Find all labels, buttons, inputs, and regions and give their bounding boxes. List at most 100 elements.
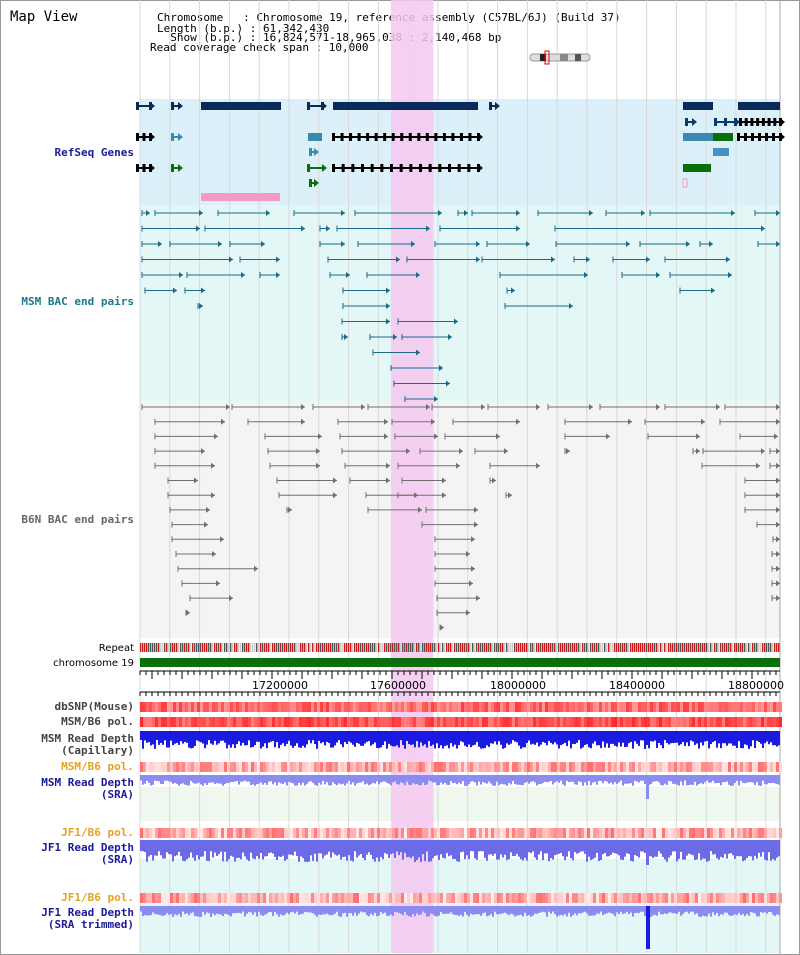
- depth-bar: [340, 906, 342, 917]
- msm-bac-track[interactable]: [141, 210, 780, 402]
- depth-bar: [278, 731, 280, 749]
- depth-bar: [578, 840, 580, 853]
- depth-bar: [650, 906, 652, 917]
- heat-cell: [743, 717, 746, 727]
- heat-cell: [245, 893, 248, 903]
- heat-cell: [455, 762, 458, 772]
- heat-cell: [638, 762, 641, 772]
- depth-bar: [584, 731, 586, 746]
- bac-end-arrow: [476, 241, 480, 247]
- depth-bar: [758, 731, 760, 743]
- depth-bar: [180, 775, 182, 784]
- depth-bar: [280, 731, 282, 745]
- depth-bar: [738, 906, 740, 913]
- heat-cell: [149, 702, 152, 712]
- depth-bar: [448, 731, 450, 749]
- depth-bar: [712, 840, 714, 855]
- depth-bar: [556, 731, 558, 745]
- repeat-element: [480, 643, 482, 652]
- depth-bar: [242, 840, 244, 853]
- depth-bar: [636, 731, 638, 744]
- depth-bar: [678, 906, 680, 912]
- depth-bar: [470, 840, 472, 852]
- depth-bar: [698, 775, 700, 785]
- depth-bar: [526, 775, 528, 782]
- heat-cell: [695, 828, 698, 838]
- bac-end-arrow: [504, 448, 508, 455]
- depth-bar: [520, 731, 522, 749]
- depth-bar: [552, 775, 554, 785]
- gene-exon: [756, 118, 760, 126]
- depth-bar: [576, 775, 578, 785]
- depth-bar: [618, 775, 620, 783]
- depth-bar: [374, 840, 376, 862]
- heat-cell: [602, 893, 605, 903]
- depth-bar: [432, 731, 434, 745]
- depth-bar: [392, 775, 394, 783]
- repeat-element: [306, 643, 308, 652]
- bac-end-arrow: [716, 404, 720, 410]
- heat-cell: [536, 762, 539, 772]
- repeat-element: [348, 643, 350, 652]
- heat-cell: [425, 893, 428, 903]
- heat-cell: [323, 893, 326, 903]
- depth-bar: [612, 906, 614, 914]
- repeat-element: [492, 643, 494, 652]
- heat-cell: [158, 702, 161, 712]
- depth-bar: [228, 775, 230, 783]
- refseq-genes-track[interactable]: [136, 102, 785, 201]
- bac-end-arrow: [476, 595, 480, 602]
- chromosome-ideogram-icon[interactable]: [529, 50, 591, 65]
- depth-bar: [600, 775, 602, 781]
- depth-bar: [720, 731, 722, 749]
- depth-bar: [216, 840, 218, 856]
- axis-tick-label: 18800000: [728, 679, 784, 692]
- depth-bar: [284, 775, 286, 783]
- depth-bar: [282, 775, 284, 785]
- repeat-element: [538, 643, 540, 652]
- heat-cell: [266, 828, 269, 838]
- depth-bar: [742, 731, 744, 749]
- depth-bar: [596, 840, 598, 853]
- bac-end-arrow: [344, 334, 348, 340]
- gene-exon: [765, 133, 768, 141]
- depth-bar: [656, 775, 658, 782]
- heat-cell: [740, 702, 743, 712]
- heat-cell: [602, 828, 605, 838]
- depth-bar: [490, 906, 492, 915]
- heat-cell: [290, 762, 293, 772]
- b6n-bac-track[interactable]: [141, 404, 780, 631]
- depth-bar: [680, 840, 682, 852]
- depth-bar: [490, 775, 492, 784]
- heat-cell: [773, 702, 776, 712]
- highlight-region[interactable]: [390, 0, 434, 953]
- heat-cell: [203, 702, 206, 712]
- depth-bar: [260, 840, 262, 854]
- depth-bar: [486, 775, 488, 784]
- heat-cell: [776, 702, 779, 712]
- depth-bar: [438, 775, 440, 786]
- repeat-element: [212, 643, 214, 652]
- heat-cell: [305, 702, 308, 712]
- heat-cell: [158, 762, 161, 772]
- repeat-element: [272, 643, 274, 652]
- depth-bar: [480, 775, 482, 785]
- heat-cell: [158, 828, 161, 838]
- heat-cell: [626, 828, 629, 838]
- heat-cell: [677, 717, 680, 727]
- depth-bar: [652, 840, 654, 858]
- depth-bar: [274, 840, 276, 857]
- repeat-element: [556, 643, 558, 652]
- repeat-track[interactable]: [140, 643, 780, 652]
- depth-bar: [256, 840, 258, 857]
- depth-bar: [314, 775, 316, 785]
- repeat-element: [482, 643, 484, 652]
- heat-cell: [227, 828, 230, 838]
- heat-cell: [497, 762, 500, 772]
- heat-cell: [398, 717, 401, 727]
- depth-bar: [638, 906, 640, 914]
- depth-bar: [224, 840, 226, 852]
- heat-cell: [398, 893, 401, 903]
- repeat-element: [460, 643, 462, 652]
